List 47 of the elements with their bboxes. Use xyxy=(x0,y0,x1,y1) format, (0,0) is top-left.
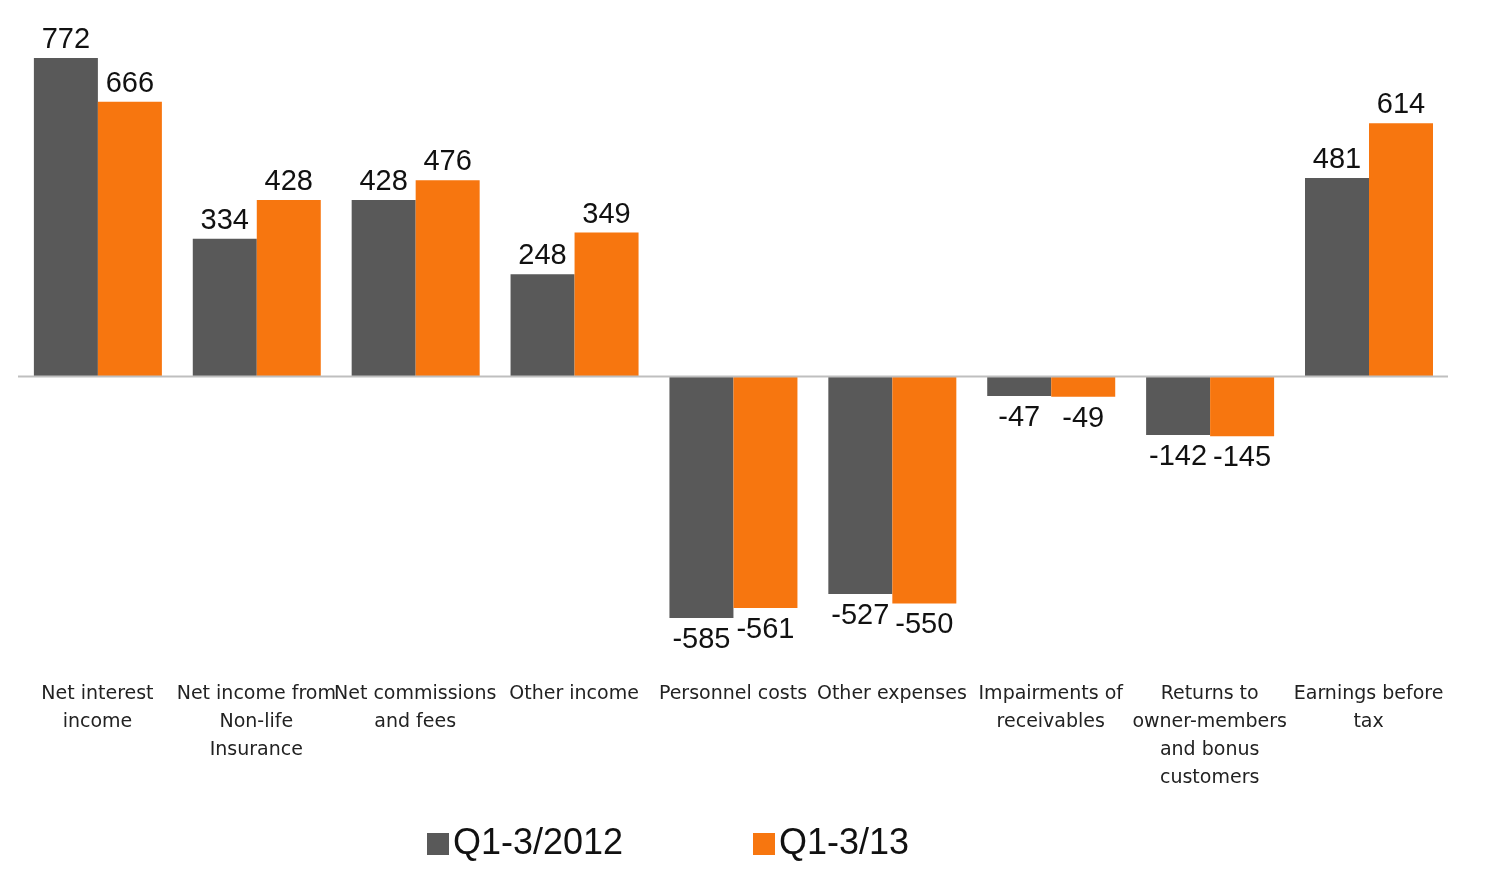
x-tick-label: Impairments of receivables xyxy=(978,681,1125,731)
bar xyxy=(828,376,893,594)
x-tick-label: Net income from Non-life Insurance xyxy=(176,681,336,759)
bar xyxy=(33,58,98,377)
bar xyxy=(987,376,1052,396)
bar xyxy=(1146,376,1211,436)
x-tick-label: Other income xyxy=(509,681,639,703)
data-label: 428 xyxy=(264,163,313,196)
x-tick-label: Net commissions and fees xyxy=(334,681,497,731)
data-label: -527 xyxy=(831,597,890,630)
x-tick-label: Returns to owner-members and bonus customers xyxy=(1132,681,1287,787)
data-label: -585 xyxy=(672,621,731,654)
bar xyxy=(669,376,734,618)
bar xyxy=(1369,123,1433,377)
legend-label: Q1-3/13 xyxy=(779,821,910,862)
bar xyxy=(1051,376,1116,397)
data-label: 349 xyxy=(582,196,631,229)
data-label: -145 xyxy=(1213,440,1272,473)
x-tick-label: Personnel costs xyxy=(658,681,808,703)
bar xyxy=(351,199,416,377)
data-label: 248 xyxy=(518,238,567,271)
bar xyxy=(97,101,162,377)
data-label: 614 xyxy=(1376,87,1426,120)
bar xyxy=(733,376,798,608)
x-tick-label: Other expenses xyxy=(816,681,967,703)
data-label: 772 xyxy=(41,22,91,54)
data-label: 428 xyxy=(359,163,408,196)
data-label: -561 xyxy=(736,612,795,644)
x-tick-label: Earnings before tax xyxy=(1293,681,1444,731)
bar xyxy=(574,232,639,377)
bar xyxy=(256,199,321,377)
data-label: -49 xyxy=(1062,400,1105,433)
bar xyxy=(1210,376,1275,437)
data-label: -142 xyxy=(1149,439,1208,472)
data-label: 481 xyxy=(1312,142,1362,175)
x-tick-label: Net interest income xyxy=(41,681,154,731)
bar xyxy=(510,274,575,377)
data-label: 666 xyxy=(105,65,155,98)
data-label: -550 xyxy=(895,607,954,640)
bar xyxy=(192,238,257,377)
bar xyxy=(1305,178,1369,377)
data-label: 334 xyxy=(200,202,249,235)
bar xyxy=(415,180,480,377)
data-label: -47 xyxy=(998,399,1041,432)
data-label: 476 xyxy=(423,144,472,177)
bar xyxy=(892,376,957,604)
legend-label: Q1-3/2012 xyxy=(452,821,624,862)
